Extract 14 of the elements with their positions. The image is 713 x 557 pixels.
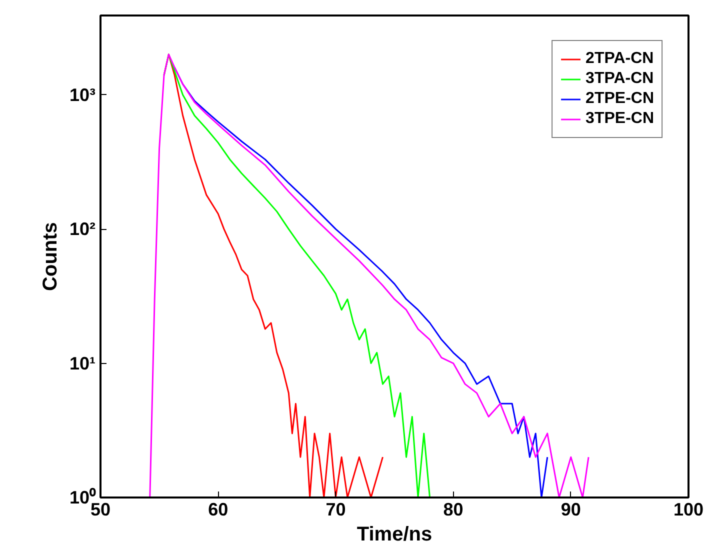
x-tick-label: 90 <box>560 500 581 520</box>
x-tick-label: 80 <box>443 500 464 520</box>
x-tick-label: 60 <box>208 500 228 520</box>
y-tick-label: 10³ <box>69 84 96 105</box>
y-axis-title: Counts <box>39 222 62 291</box>
legend-label: 2TPE-CN <box>586 90 654 108</box>
y-tick-label: 10¹ <box>69 353 96 374</box>
legend-label: 2TPA-CN <box>586 50 654 68</box>
y-tick-label: 10² <box>69 219 96 240</box>
legend-label: 3TPA-CN <box>586 70 654 88</box>
x-axis-title: Time/ns <box>356 524 432 546</box>
x-tick-label: 70 <box>326 500 346 520</box>
x-tick-label: 100 <box>673 500 704 520</box>
legend-label: 3TPE-CN <box>586 110 654 128</box>
